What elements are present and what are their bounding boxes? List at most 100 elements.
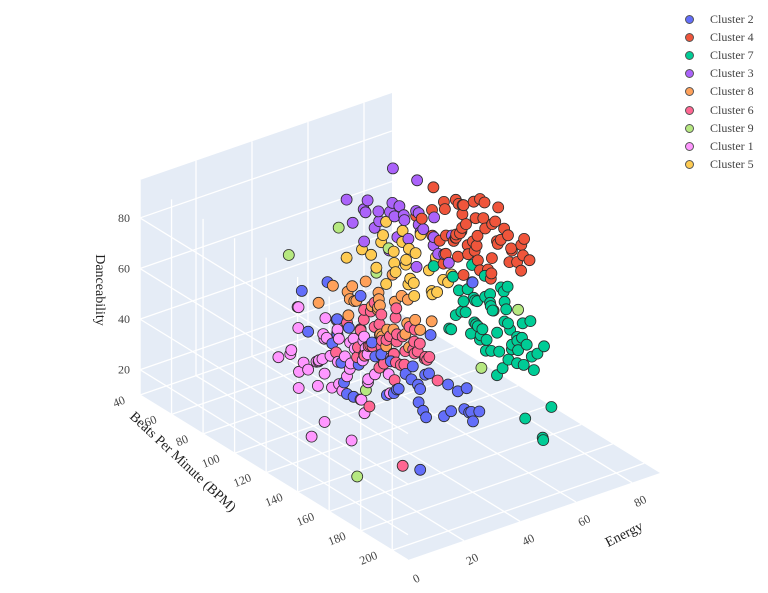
point-cluster-4[interactable] bbox=[518, 232, 530, 245]
point-cluster-5[interactable] bbox=[340, 251, 353, 264]
legend-item-cluster-4[interactable]: Cluster 4 bbox=[682, 28, 766, 46]
point-cluster-5[interactable] bbox=[409, 247, 422, 260]
point-cluster-7[interactable] bbox=[480, 333, 493, 346]
point-cluster-4[interactable] bbox=[438, 203, 451, 216]
point-cluster-7[interactable] bbox=[528, 364, 540, 377]
point-cluster-4[interactable] bbox=[471, 254, 484, 267]
point-cluster-4[interactable] bbox=[457, 269, 470, 281]
point-cluster-7[interactable] bbox=[501, 280, 514, 293]
point-cluster-4[interactable] bbox=[515, 264, 527, 277]
point-cluster-2[interactable] bbox=[466, 276, 479, 289]
point-cluster-4[interactable] bbox=[478, 196, 491, 209]
legend-item-cluster-3[interactable]: Cluster 3 bbox=[682, 65, 766, 83]
point-cluster-7[interactable] bbox=[502, 317, 514, 330]
point-cluster-1[interactable] bbox=[319, 312, 332, 325]
point-cluster-8[interactable] bbox=[409, 313, 422, 326]
point-cluster-5[interactable] bbox=[380, 278, 393, 290]
point-cluster-4[interactable] bbox=[451, 250, 464, 263]
point-cluster-5[interactable] bbox=[389, 266, 402, 279]
point-cluster-7[interactable] bbox=[427, 260, 440, 273]
point-cluster-3[interactable] bbox=[428, 211, 441, 224]
point-cluster-3[interactable] bbox=[358, 235, 371, 248]
point-cluster-7[interactable] bbox=[486, 304, 499, 317]
point-cluster-1[interactable] bbox=[272, 351, 285, 364]
point-cluster-9[interactable] bbox=[332, 221, 345, 234]
point-cluster-5[interactable] bbox=[370, 261, 383, 274]
point-cluster-7[interactable] bbox=[493, 345, 506, 358]
legend-item-cluster-8[interactable]: Cluster 8 bbox=[682, 83, 766, 101]
point-cluster-8[interactable] bbox=[346, 280, 359, 293]
point-cluster-7[interactable] bbox=[537, 434, 550, 447]
point-cluster-8[interactable] bbox=[414, 323, 427, 336]
point-cluster-1[interactable] bbox=[318, 416, 331, 428]
point-cluster-4[interactable] bbox=[470, 239, 483, 252]
point-cluster-4[interactable] bbox=[460, 218, 472, 231]
point-cluster-2[interactable] bbox=[295, 284, 308, 297]
point-cluster-1[interactable] bbox=[292, 301, 305, 314]
point-cluster-3[interactable] bbox=[410, 260, 423, 273]
legend-item-cluster-5[interactable]: Cluster 5 bbox=[682, 156, 766, 174]
point-cluster-3[interactable] bbox=[402, 232, 415, 245]
point-cluster-2[interactable] bbox=[442, 378, 455, 391]
point-cluster-4[interactable] bbox=[502, 229, 514, 242]
point-cluster-3[interactable] bbox=[411, 174, 424, 187]
point-cluster-7[interactable] bbox=[524, 315, 537, 328]
point-cluster-5[interactable] bbox=[377, 229, 389, 242]
point-cluster-2[interactable] bbox=[445, 405, 458, 418]
point-cluster-7[interactable] bbox=[476, 323, 489, 336]
legend-item-cluster-1[interactable]: Cluster 1 bbox=[682, 137, 766, 155]
point-cluster-2[interactable] bbox=[354, 289, 367, 302]
point-cluster-7[interactable] bbox=[520, 338, 533, 351]
legend-item-cluster-7[interactable]: Cluster 7 bbox=[682, 46, 766, 64]
point-cluster-7[interactable] bbox=[447, 270, 459, 283]
point-cluster-2[interactable] bbox=[424, 329, 437, 341]
point-cluster-4[interactable] bbox=[485, 267, 498, 280]
point-cluster-3[interactable] bbox=[386, 162, 399, 175]
point-cluster-8[interactable] bbox=[326, 279, 339, 292]
legend-item-cluster-6[interactable]: Cluster 6 bbox=[682, 101, 766, 119]
point-cluster-6[interactable] bbox=[363, 400, 376, 413]
point-cluster-4[interactable] bbox=[415, 212, 428, 225]
point-cluster-5[interactable] bbox=[400, 253, 413, 266]
point-cluster-7[interactable] bbox=[445, 323, 458, 336]
point-cluster-3[interactable] bbox=[340, 193, 353, 206]
point-cluster-4[interactable] bbox=[427, 181, 440, 194]
point-cluster-9[interactable] bbox=[282, 249, 295, 261]
point-cluster-7[interactable] bbox=[517, 358, 530, 371]
point-cluster-6[interactable] bbox=[413, 337, 426, 350]
point-cluster-7[interactable] bbox=[459, 306, 472, 319]
point-cluster-7[interactable] bbox=[538, 340, 550, 353]
point-cluster-5[interactable] bbox=[387, 245, 400, 258]
point-cluster-2[interactable] bbox=[414, 463, 427, 476]
point-cluster-7[interactable] bbox=[491, 326, 504, 339]
point-cluster-1[interactable] bbox=[358, 330, 371, 343]
point-cluster-7[interactable] bbox=[500, 303, 513, 316]
point-cluster-7[interactable] bbox=[457, 295, 470, 308]
point-cluster-8[interactable] bbox=[342, 309, 355, 322]
point-cluster-1[interactable] bbox=[332, 332, 345, 345]
point-cluster-2[interactable] bbox=[460, 382, 473, 395]
point-cluster-4[interactable] bbox=[457, 199, 470, 212]
point-cluster-1[interactable] bbox=[292, 322, 305, 334]
point-cluster-8[interactable] bbox=[312, 296, 325, 309]
point-cluster-2[interactable] bbox=[467, 415, 479, 428]
point-cluster-3[interactable] bbox=[372, 205, 385, 218]
legend-item-cluster-9[interactable]: Cluster 9 bbox=[682, 119, 766, 137]
point-cluster-6[interactable] bbox=[390, 302, 403, 315]
point-cluster-4[interactable] bbox=[492, 201, 505, 214]
point-cluster-6[interactable] bbox=[396, 459, 409, 472]
point-cluster-1[interactable] bbox=[292, 382, 305, 394]
point-cluster-1[interactable] bbox=[302, 363, 315, 376]
point-cluster-4[interactable] bbox=[489, 215, 502, 228]
point-cluster-1[interactable] bbox=[305, 430, 318, 443]
point-cluster-2[interactable] bbox=[392, 382, 405, 395]
point-cluster-5[interactable] bbox=[407, 277, 420, 289]
point-cluster-3[interactable] bbox=[442, 256, 455, 269]
point-cluster-2[interactable] bbox=[342, 321, 355, 334]
point-cluster-1[interactable] bbox=[345, 434, 358, 447]
point-cluster-1[interactable] bbox=[285, 344, 298, 357]
point-cluster-2[interactable] bbox=[406, 360, 419, 373]
point-cluster-9[interactable] bbox=[512, 303, 524, 316]
point-cluster-2[interactable] bbox=[414, 383, 427, 396]
